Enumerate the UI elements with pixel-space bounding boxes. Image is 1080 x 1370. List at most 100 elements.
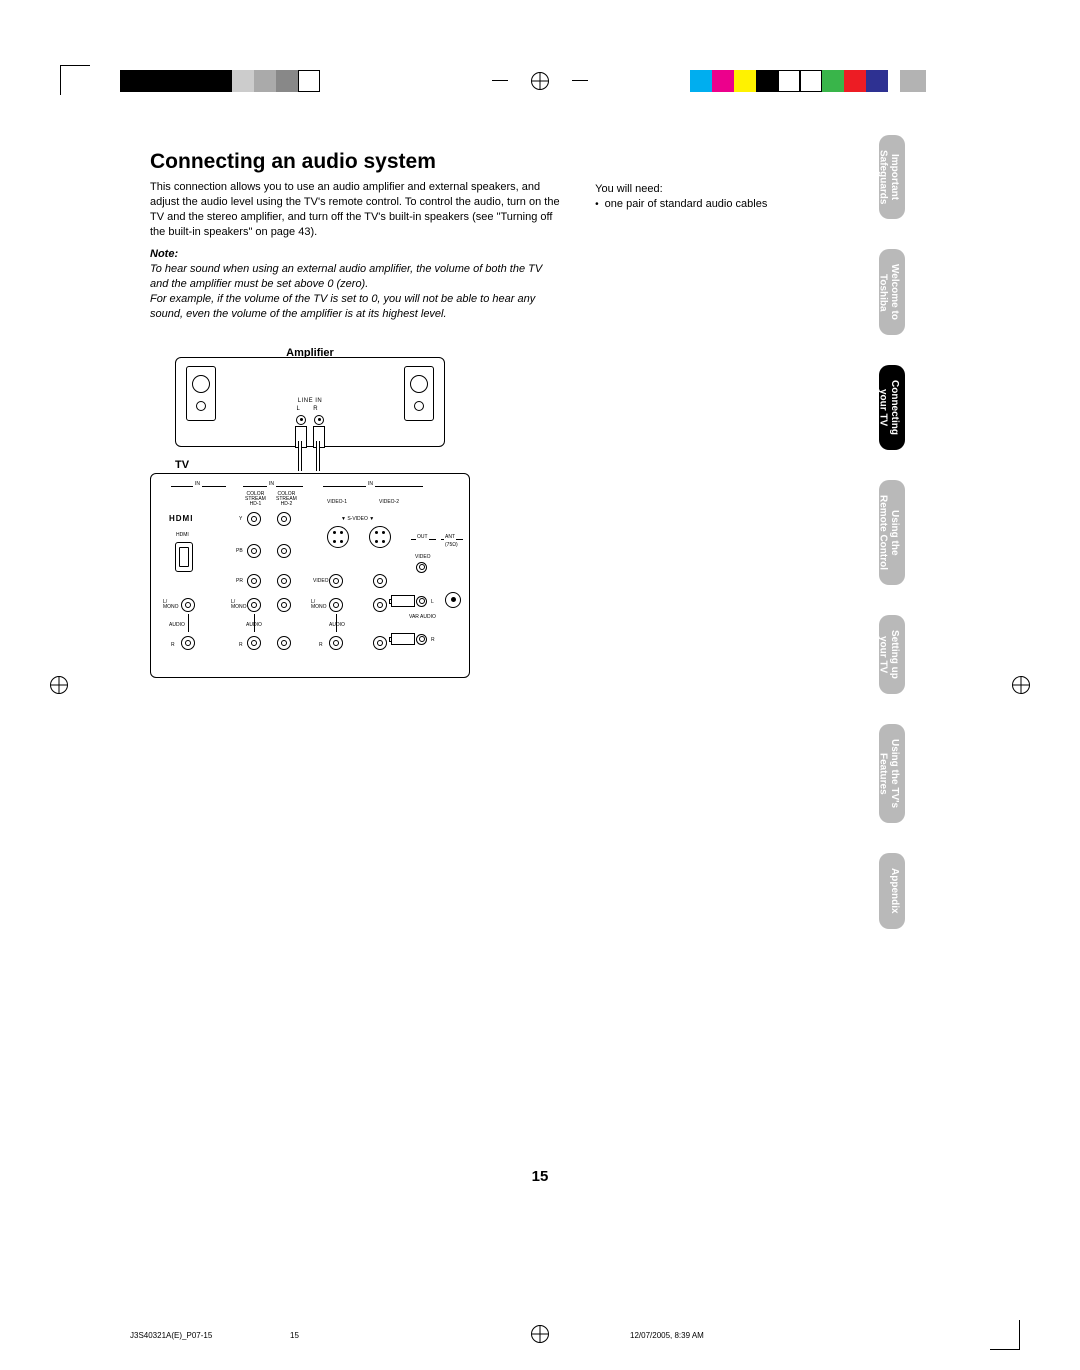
registration-mark-left bbox=[50, 676, 68, 694]
tab-welcome: Welcome to Toshiba bbox=[879, 249, 905, 335]
lmono-label-2: L/ MONO bbox=[231, 600, 247, 610]
registration-mark-right bbox=[1012, 676, 1030, 694]
cable-plug-r-bottom bbox=[391, 633, 415, 645]
printer-gray-block bbox=[900, 70, 926, 92]
port-lmono-v1 bbox=[329, 598, 343, 612]
svideo-port-1 bbox=[327, 526, 349, 548]
ant-label: ANT bbox=[444, 534, 456, 540]
port-lmono-hd2 bbox=[277, 598, 291, 612]
printer-black-bar bbox=[120, 70, 210, 92]
r-label-3: R bbox=[319, 642, 323, 648]
tv-label: TV bbox=[175, 459, 470, 471]
varaudio-r-port bbox=[416, 634, 427, 645]
page-content: Connecting an audio system This connecti… bbox=[150, 150, 810, 678]
registration-mark-top bbox=[531, 72, 549, 90]
ohm-label: (75Ω) bbox=[445, 542, 458, 548]
port-hd1-y bbox=[247, 512, 261, 526]
footer-timestamp: 12/07/2005, 8:39 AM bbox=[630, 1331, 704, 1340]
cable-l-vertical bbox=[298, 441, 302, 471]
intro-right-column: You will need: • one pair of standard au… bbox=[595, 180, 810, 322]
cable-plug-l-bottom bbox=[391, 595, 415, 607]
needs-bullet: • one pair of standard audio cables bbox=[595, 197, 810, 212]
label-pr1: PR bbox=[236, 578, 243, 584]
page-number: 15 bbox=[532, 1168, 549, 1185]
printer-color-swatches bbox=[690, 70, 888, 92]
note-line-1: To hear sound when using an external aud… bbox=[150, 262, 560, 292]
section-heading: Connecting an audio system bbox=[150, 150, 810, 174]
printer-gray-swatches bbox=[210, 70, 320, 92]
port-lmono-hd1 bbox=[247, 598, 261, 612]
port-r-hd2 bbox=[277, 636, 291, 650]
port-hd1-pr bbox=[247, 574, 261, 588]
port-r-v2 bbox=[373, 636, 387, 650]
tab-setting-up: Setting up your TV bbox=[879, 615, 905, 694]
video1-port bbox=[329, 574, 343, 588]
connection-diagram: Amplifier LINE IN L R TV IN IN IN COLOR … bbox=[150, 347, 470, 678]
colorstream-hd2-label: COLOR STREAM HD-2 bbox=[276, 492, 297, 507]
in-label-1: IN bbox=[193, 481, 202, 487]
tv-back-panel: IN IN IN COLOR STREAM HD-1 COLOR STREAM … bbox=[150, 473, 470, 678]
video1-label: VIDEO-1 bbox=[327, 499, 347, 505]
hdmi-port bbox=[175, 542, 193, 572]
port-hd2-pb bbox=[277, 544, 291, 558]
video2-label: VIDEO-2 bbox=[379, 499, 399, 505]
intro-columns: This connection allows you to use an aud… bbox=[150, 180, 810, 322]
you-will-need: You will need: bbox=[595, 182, 810, 197]
registration-mark-bottom bbox=[531, 1325, 549, 1343]
crop-mark-br bbox=[990, 1320, 1020, 1350]
port-hd1-pb bbox=[247, 544, 261, 558]
note-heading: Note: bbox=[150, 247, 560, 262]
amp-jack-l bbox=[296, 415, 306, 425]
r-label-1: R bbox=[171, 642, 175, 648]
video-out-port bbox=[416, 562, 427, 573]
svideo-port-2 bbox=[369, 526, 391, 548]
ant-coax bbox=[445, 592, 461, 608]
audio-tick-1 bbox=[188, 614, 189, 632]
label-y1: Y bbox=[239, 516, 242, 522]
port-r-hdmi bbox=[181, 636, 195, 650]
colorstream-hd1-label: COLOR STREAM HD-1 bbox=[245, 492, 266, 507]
audio-tick-2 bbox=[254, 614, 255, 632]
audio-label-1: AUDIO bbox=[169, 622, 185, 628]
tab-remote: Using the Remote Control bbox=[879, 480, 905, 585]
varaudio-l-port bbox=[416, 596, 427, 607]
bullet-text: one pair of standard audio cables bbox=[605, 197, 768, 212]
footer-page: 15 bbox=[290, 1331, 299, 1340]
tab-connecting: Connecting your TV bbox=[879, 365, 905, 450]
intro-paragraph: This connection allows you to use an aud… bbox=[150, 180, 560, 239]
tab-appendix: Appendix bbox=[879, 853, 905, 929]
varaudio-label: VAR AUDIO bbox=[409, 614, 436, 620]
lr-label: L R bbox=[296, 406, 323, 412]
note-line-2: For example, if the volume of the TV is … bbox=[150, 292, 560, 322]
r-label-2: R bbox=[239, 642, 243, 648]
line-in-label: LINE IN bbox=[298, 398, 323, 404]
lmono-label-1: L/ MONO bbox=[163, 600, 179, 610]
bullet-dot: • bbox=[595, 197, 599, 212]
port-hd2-y bbox=[277, 512, 291, 526]
varaudio-l-label: L bbox=[431, 599, 434, 605]
port-lmono-hdmi bbox=[181, 598, 195, 612]
video-label-mid: VIDEO bbox=[313, 578, 329, 584]
cable-r-vertical bbox=[316, 441, 320, 471]
varaudio-r-label: R bbox=[431, 637, 435, 643]
hdmi-logo: HDMI bbox=[169, 514, 193, 523]
in-label-2: IN bbox=[267, 481, 276, 487]
out-label: OUT bbox=[416, 534, 429, 540]
chapter-tabs: Important Safeguards Welcome to Toshiba … bbox=[879, 135, 905, 929]
label-pb1: PB bbox=[236, 548, 243, 554]
tab-features: Using the TV's Features bbox=[879, 724, 905, 823]
video2-port bbox=[373, 574, 387, 588]
audio-tick-3 bbox=[336, 614, 337, 632]
amplifier-box: LINE IN L R bbox=[175, 357, 445, 447]
port-lmono-v2 bbox=[373, 598, 387, 612]
in-label-3: IN bbox=[366, 481, 375, 487]
crop-mark-tl bbox=[60, 65, 90, 95]
tab-safeguards: Important Safeguards bbox=[879, 135, 905, 219]
hdmi-label: HDMI bbox=[176, 532, 189, 538]
port-hd2-pr bbox=[277, 574, 291, 588]
port-r-v1 bbox=[329, 636, 343, 650]
footer-filename: J3S40321A(E)_P07-15 bbox=[130, 1331, 212, 1340]
lmono-label-3: L/ MONO bbox=[311, 600, 327, 610]
video-out-label: VIDEO bbox=[415, 554, 431, 560]
amp-jack-r bbox=[314, 415, 324, 425]
